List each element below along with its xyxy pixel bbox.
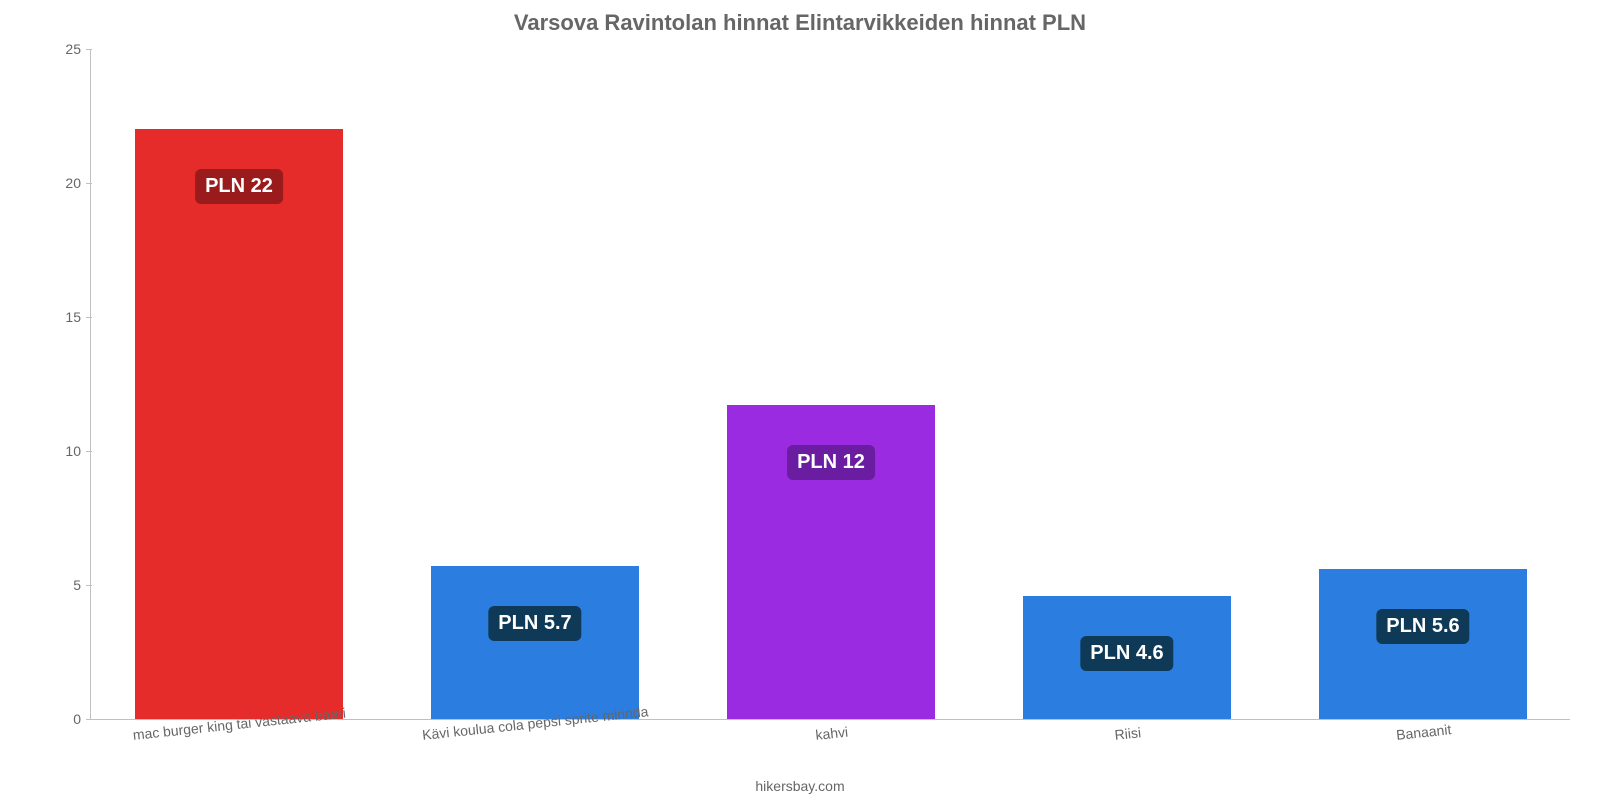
bar-value-label: PLN 5.7 [488, 606, 581, 641]
x-axis-label: Riisi [1114, 724, 1142, 743]
y-axis-tick: 0 [73, 711, 91, 727]
y-axis-tick: 15 [65, 309, 91, 325]
bar: PLN 4.6 [1023, 596, 1230, 719]
y-axis-tick: 20 [65, 175, 91, 191]
x-axis-label: kahvi [815, 724, 849, 743]
bar-value-label: PLN 4.6 [1080, 636, 1173, 671]
bar: PLN 12 [727, 405, 934, 719]
bar: PLN 5.6 [1319, 569, 1526, 719]
bar-value-label: PLN 22 [195, 169, 283, 204]
bar: PLN 5.7 [431, 566, 638, 719]
chart-title: Varsova Ravintolan hinnat Elintarvikkeid… [0, 10, 1600, 36]
bar-value-label: PLN 12 [787, 445, 875, 480]
price-bar-chart: Varsova Ravintolan hinnat Elintarvikkeid… [0, 0, 1600, 800]
plot-area: 0510152025PLN 22mac burger king tai vast… [90, 50, 1570, 720]
y-axis-tick: 25 [65, 41, 91, 57]
bar: PLN 22 [135, 129, 342, 719]
attribution-text: hikersbay.com [0, 778, 1600, 794]
x-axis-label: Banaanit [1395, 721, 1452, 743]
y-axis-tick: 10 [65, 443, 91, 459]
y-axis-tick: 5 [73, 577, 91, 593]
bar-value-label: PLN 5.6 [1376, 609, 1469, 644]
